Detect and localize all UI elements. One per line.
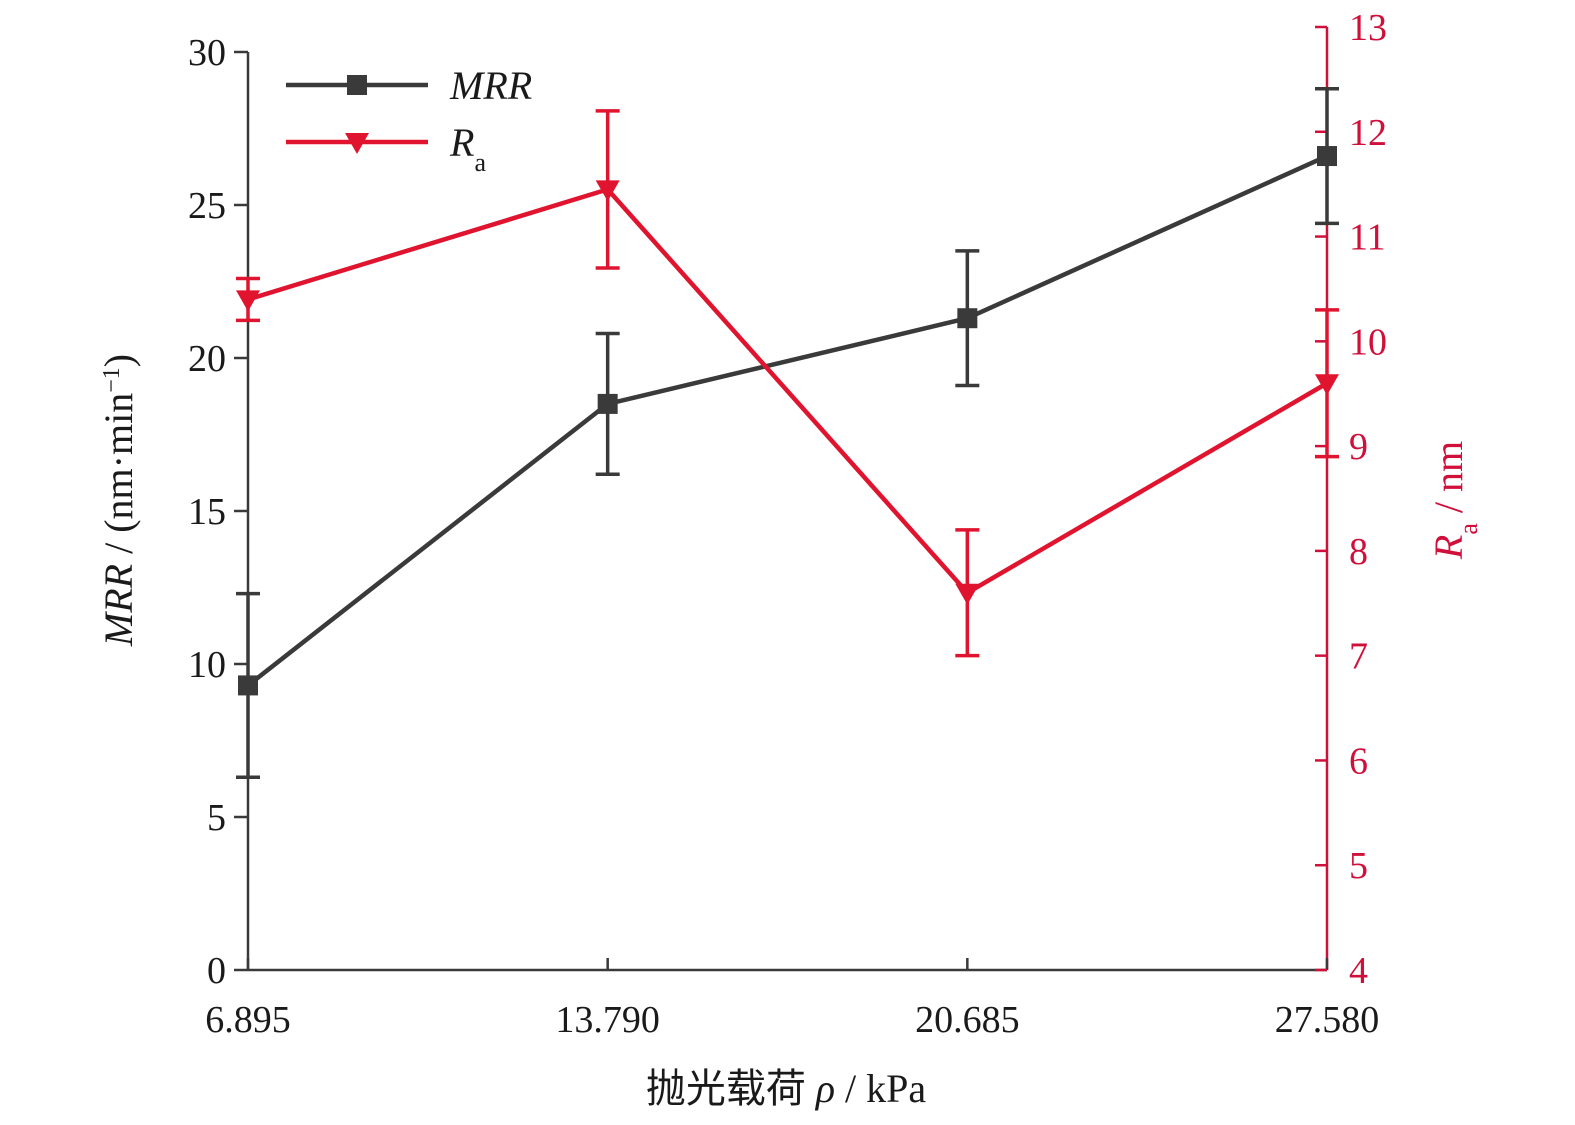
legend: MRR Ra (286, 63, 532, 177)
left-y-tick-label: 10 (188, 644, 226, 686)
right-y-tick-label: 12 (1349, 112, 1387, 154)
data-point-square (238, 675, 258, 696)
x-tick-label: 20.685 (915, 999, 1020, 1041)
series-mrr (236, 86, 1339, 779)
data-point-triangle (595, 180, 620, 202)
right-y-tick-label: 11 (1349, 217, 1386, 259)
data-point-triangle (955, 583, 980, 605)
data-point-triangle (1315, 374, 1339, 396)
right-y-tick-label: 8 (1349, 531, 1368, 573)
series-line (247, 187, 1329, 596)
data-point-square (1317, 146, 1337, 167)
x-axis-title-unit: / kPa (835, 1066, 926, 1111)
left-y-tick-label: 20 (188, 338, 226, 380)
left-y-tick-label: 25 (188, 185, 226, 227)
x-axis-title: 抛光载荷 ρ / kPa (646, 1066, 927, 1111)
left-y-axis-ticks: 0 5 10 15 20 25 30 (188, 32, 248, 992)
right-y-tick-label: 7 (1349, 636, 1368, 678)
left-y-axis-title-close: ) (96, 354, 141, 367)
left-y-tick-label: 15 (188, 491, 226, 533)
right-y-tick-label: 9 (1349, 426, 1368, 468)
series-layer (236, 86, 1339, 779)
right-y-tick-label: 10 (1349, 321, 1387, 363)
x-tick-label: 6.895 (205, 999, 291, 1041)
left-y-axis-title-unit: / (nm·min (96, 393, 141, 564)
x-tick-label: 27.580 (1275, 999, 1380, 1041)
data-point-triangle (236, 290, 260, 312)
right-y-axis-title: Ra / nm (1426, 441, 1483, 560)
legend-item-mrr: MRR (286, 63, 532, 108)
data-point-square (957, 308, 978, 329)
series-line (246, 153, 1328, 688)
x-axis-ticks: 6.895 13.790 20.685 27.580 (205, 958, 1379, 1041)
x-axis-title-prefix: 抛光载荷 (646, 1066, 816, 1111)
left-y-axis-title: MRR / (nm·min−1) (96, 354, 141, 647)
x-axis-title-symbol: ρ (814, 1066, 835, 1111)
left-y-axis-title-exponent: −1 (99, 367, 125, 393)
left-y-tick-label: 0 (207, 950, 226, 992)
left-y-axis-title-variable: MRR (96, 564, 141, 647)
right-y-tick-label: 5 (1349, 845, 1368, 887)
left-y-tick-label: 30 (188, 32, 226, 74)
series-ra (236, 109, 1339, 658)
right-y-axis-title-subscript: a (1454, 523, 1483, 535)
legend-label: MRR (449, 63, 532, 108)
right-y-tick-label: 4 (1349, 950, 1368, 992)
right-y-axis-ticks: 4 5 6 7 8 9 10 11 12 13 (1315, 7, 1387, 992)
right-y-tick-label: 6 (1349, 740, 1368, 782)
legend-triangle-marker (345, 133, 369, 154)
right-y-tick-label: 13 (1349, 7, 1387, 49)
legend-label: Ra (449, 120, 486, 177)
left-y-tick-label: 5 (207, 797, 226, 839)
legend-item-ra: Ra (286, 120, 486, 177)
right-y-axis-title-variable: R (1426, 535, 1471, 560)
x-tick-label: 13.790 (555, 999, 660, 1041)
right-y-axis-title-unit: / nm (1426, 441, 1471, 523)
axes (246, 27, 1329, 972)
data-point-square (597, 393, 618, 414)
legend-square-marker (347, 75, 367, 95)
